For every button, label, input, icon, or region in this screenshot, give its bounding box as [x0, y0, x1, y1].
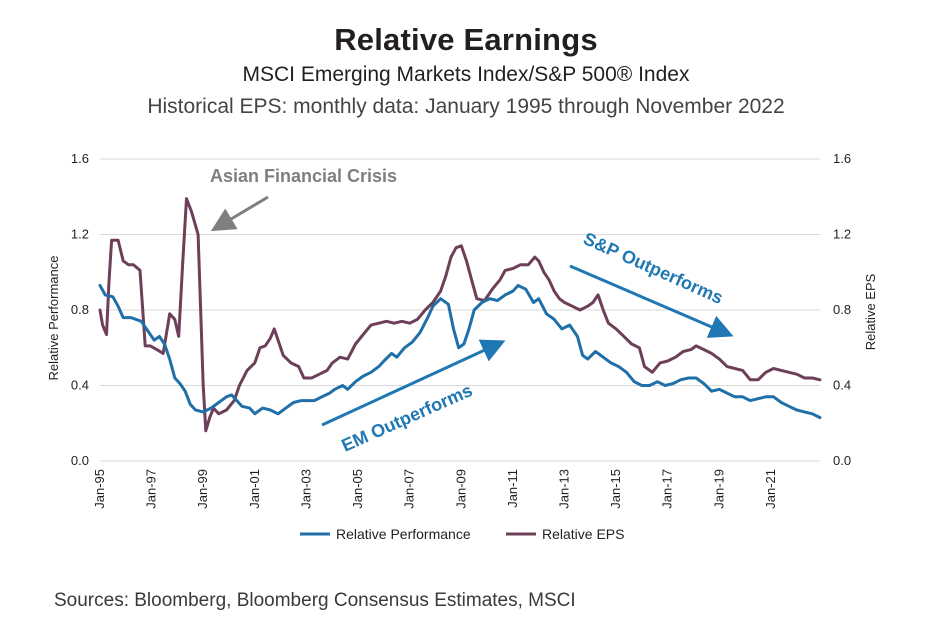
series-line-relative-performance: [98, 284, 822, 420]
annotation-asian-financial-crisis: Asian Financial Crisis: [210, 166, 397, 186]
annotation-em-outperforms: EM Outperforms: [338, 380, 475, 456]
x-tick-label: Jan-03: [298, 469, 313, 509]
legend: Relative Performance Relative EPS: [300, 526, 624, 542]
chart-subtitle-detail: Historical EPS: monthly data: January 19…: [147, 95, 785, 118]
x-tick-label: Jan-95: [92, 469, 107, 509]
left-y-tick-label: 1.6: [71, 151, 89, 166]
x-tick-label: Jan-19: [711, 469, 726, 509]
left-y-axis-label: Relative Performance: [46, 256, 61, 381]
series-lines: [98, 197, 822, 433]
x-tick-label: Jan-21: [763, 469, 778, 509]
right-y-tick-label: 0.4: [833, 378, 851, 393]
x-tick-label: Jan-13: [557, 469, 572, 509]
right-y-tick-label: 0.0: [833, 453, 851, 468]
left-y-axis-ticks: 0.0 0.4 0.8 1.2 1.6: [71, 151, 89, 468]
x-tick-label: Jan-01: [247, 469, 262, 509]
right-y-tick-label: 0.8: [833, 302, 851, 317]
gridlines: [100, 158, 820, 462]
right-y-tick-label: 1.2: [833, 227, 851, 242]
right-y-axis-ticks: 0.0 0.4 0.8 1.2 1.6: [833, 151, 851, 468]
sp-outperforms-arrow: [569, 264, 734, 338]
left-y-tick-label: 0.8: [71, 302, 89, 317]
legend-label-relative-eps: Relative EPS: [542, 526, 624, 542]
left-y-tick-label: 0.4: [71, 378, 89, 393]
chart-subtitle: MSCI Emerging Markets Index/S&P 500® Ind…: [242, 63, 690, 86]
source-note: Sources: Bloomberg, Bloomberg Consensus …: [54, 590, 576, 611]
right-y-tick-label: 1.6: [833, 151, 851, 166]
left-y-tick-label: 1.2: [71, 227, 89, 242]
x-tick-label: Jan-15: [608, 469, 623, 509]
x-tick-label: Jan-11: [505, 469, 520, 508]
x-tick-label: Jan-09: [453, 469, 468, 509]
legend-label-relative-performance: Relative Performance: [336, 526, 471, 542]
em-outperforms-arrow: [321, 339, 506, 427]
chart-title: Relative Earnings: [334, 22, 598, 57]
x-tick-label: Jan-07: [402, 469, 417, 509]
asian-crisis-arrow: [210, 195, 269, 232]
annotation-sp-outperforms: S&P Outperforms: [580, 228, 726, 308]
x-tick-label: Jan-05: [350, 469, 365, 509]
x-axis-ticks: Jan-95 Jan-97 Jan-99 Jan-01 Jan-03 Jan-05 Jan-…: [92, 469, 778, 509]
x-tick-label: Jan-97: [144, 469, 159, 509]
left-y-tick-label: 0.0: [71, 453, 89, 468]
series-line-relative-eps: [98, 197, 822, 433]
x-tick-label: Jan-17: [660, 469, 675, 509]
x-tick-label: Jan-99: [195, 469, 210, 509]
right-y-axis-label: Relative EPS: [863, 273, 878, 350]
